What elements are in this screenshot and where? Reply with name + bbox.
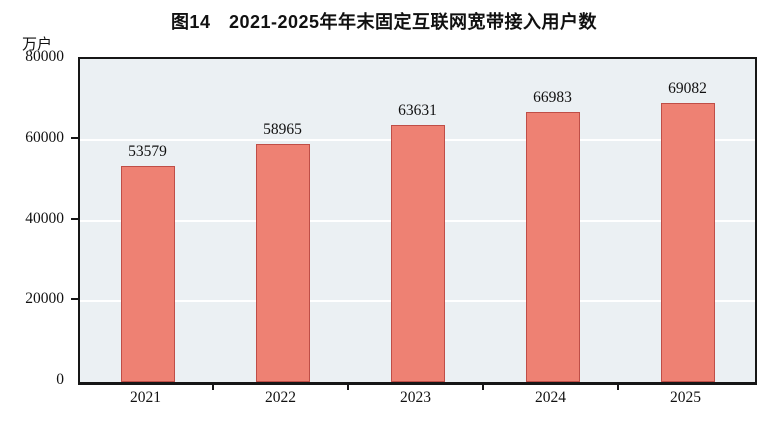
x-axis-tick: [212, 383, 214, 390]
y-axis-label: 0: [56, 371, 64, 388]
chart-title: 图14 2021-2025年年末固定互联网宽带接入用户数: [170, 12, 598, 32]
x-axis-tick: [347, 383, 349, 390]
bar-2021: [120, 165, 175, 382]
bar-value-label: 63631: [398, 102, 437, 120]
bar-value-label: 53579: [128, 142, 167, 160]
y-axis-label: 40000: [25, 209, 64, 227]
y-axis-label: 60000: [25, 128, 64, 146]
x-axis-label: 2024: [535, 389, 566, 406]
bar-2024: [525, 111, 580, 382]
bar-value-label: 66983: [533, 88, 572, 106]
x-axis-label: 2025: [670, 389, 701, 406]
bar-2023: [390, 125, 445, 382]
x-axis-tick: [482, 383, 484, 390]
y-axis-tick: [71, 217, 78, 220]
bar-value-label: 69082: [668, 80, 707, 98]
y-axis-tick: [71, 136, 78, 139]
y-axis-label: 20000: [25, 290, 64, 308]
y-axis-label: 80000: [25, 48, 64, 65]
x-axis-tick: [617, 383, 619, 390]
bar-2022: [255, 143, 310, 382]
x-axis-label: 2022: [265, 389, 296, 406]
plot-area: 53579 58965 63631 66983 69082: [78, 57, 757, 385]
y-axis-unit-label: 万户: [22, 37, 53, 53]
y-axis-tick: [71, 298, 78, 301]
bar-2025: [660, 103, 715, 382]
bar-value-label: 58965: [263, 120, 302, 138]
x-axis-label: 2023: [400, 389, 431, 406]
x-axis-label: 2021: [130, 389, 161, 406]
